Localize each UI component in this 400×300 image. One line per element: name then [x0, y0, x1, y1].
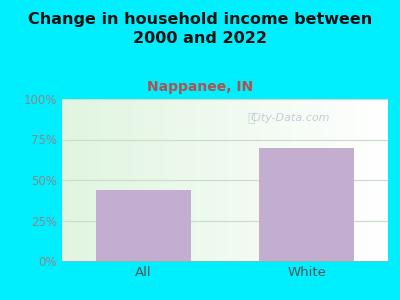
Text: ⓘ: ⓘ: [247, 112, 255, 125]
Bar: [96, 190, 191, 261]
Text: Nappanee, IN: Nappanee, IN: [147, 80, 253, 94]
Bar: [259, 148, 354, 261]
Text: Change in household income between
2000 and 2022: Change in household income between 2000 …: [28, 12, 372, 46]
Text: City-Data.com: City-Data.com: [250, 113, 330, 123]
